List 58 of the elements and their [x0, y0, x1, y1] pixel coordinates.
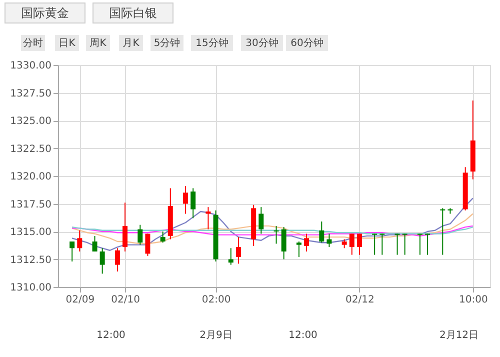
candlestick — [228, 248, 234, 266]
candlestick — [281, 226, 286, 260]
text: 12:00 — [96, 330, 126, 341]
candlestick — [402, 233, 408, 256]
y-tick-label: 1317.50 — [10, 199, 52, 210]
candlestick — [145, 233, 150, 256]
candlestick — [77, 230, 82, 252]
x-tick-label: 02/12 — [346, 294, 374, 306]
text: 2月12日 — [439, 330, 479, 341]
y-tick-label: 1315.00 — [10, 227, 52, 238]
candlestick — [319, 221, 324, 244]
x-tick-label: 10:00 — [458, 294, 488, 306]
candlestick — [394, 233, 400, 256]
text: 国际白银 — [109, 6, 157, 20]
candlestick — [326, 233, 332, 248]
y-tick-label: 1312.50 — [10, 254, 52, 266]
candlestick — [296, 240, 302, 258]
candlestick — [417, 233, 422, 256]
candlestick — [258, 206, 264, 234]
text: 周K — [90, 38, 107, 49]
text: 30分钟 — [246, 37, 278, 49]
y-tick-label: 1310.00 — [10, 282, 52, 294]
y-tick-label: 1330.00 — [10, 60, 52, 72]
text: 2月9日 — [200, 330, 232, 341]
candlestick — [304, 233, 310, 252]
text: 15分钟 — [196, 37, 228, 49]
text: 60分钟 — [290, 37, 324, 49]
x-tick-label: 02/09 — [66, 294, 95, 306]
x-tick-label: 02:00 — [202, 294, 231, 306]
y-tick-label: 1327.50 — [10, 88, 52, 100]
candlestick — [114, 248, 120, 272]
candlestick — [380, 233, 385, 256]
candlestick — [122, 202, 128, 252]
text: 日K — [58, 38, 76, 49]
candlestick — [349, 233, 354, 256]
text: 12:00 — [288, 330, 318, 341]
candlestick — [92, 235, 98, 252]
candlestick — [190, 188, 196, 219]
candlestick — [425, 233, 430, 256]
y-tick-label: 1320.00 — [10, 172, 52, 182]
candlestick — [356, 233, 362, 256]
candlestick — [183, 185, 188, 214]
candlestick — [160, 231, 166, 244]
text: 分时 — [23, 37, 43, 49]
candlestick — [372, 233, 378, 256]
candlestick — [274, 225, 279, 244]
x-tick-label: 02/10 — [111, 294, 140, 306]
candlestick — [70, 240, 75, 262]
y-tick-label: 1325.00 — [10, 116, 52, 127]
y-tick-label: 1322.50 — [10, 144, 52, 155]
text: 5分钟 — [154, 37, 180, 49]
text: 国际黄金 — [21, 6, 69, 20]
candlestick — [206, 206, 211, 230]
candlestick — [440, 208, 446, 256]
candlestick — [138, 224, 143, 246]
candlestick — [236, 236, 241, 264]
candlestick — [100, 248, 105, 274]
text: 月K — [122, 38, 140, 49]
